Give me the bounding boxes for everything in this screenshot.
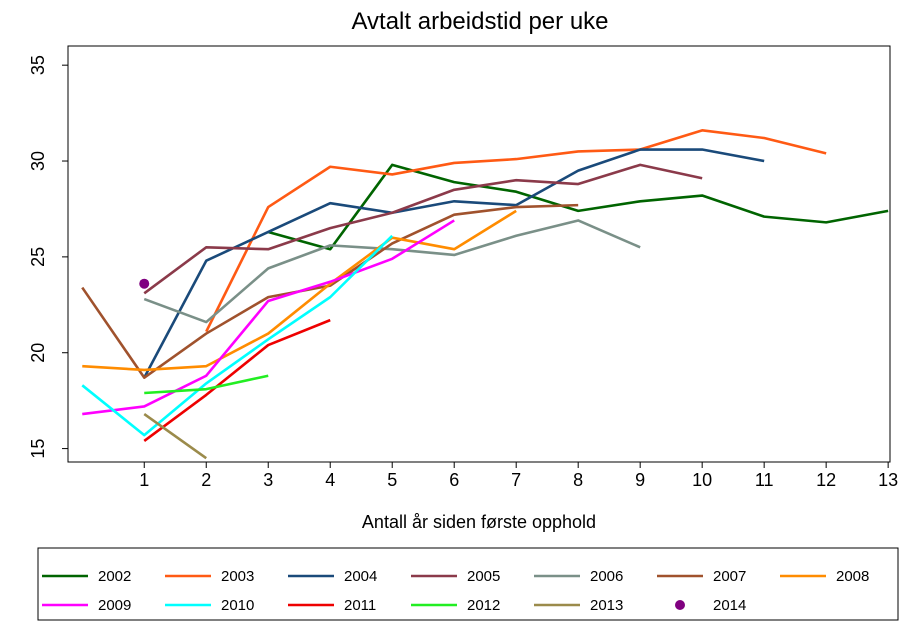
line: [143, 163, 703, 295]
y-tick-label: 20: [28, 343, 48, 363]
line: [144, 374, 269, 395]
legend-label: 2005: [467, 568, 500, 585]
legend-label: 2014: [713, 597, 746, 614]
x-axis-label: Antall år siden første opphold: [362, 512, 596, 532]
legend-label: 2013: [590, 597, 623, 614]
line: [82, 219, 455, 416]
x-tick-label: 8: [573, 470, 583, 490]
line: [143, 413, 207, 460]
line: [143, 148, 765, 379]
legend-label: 2004: [344, 568, 377, 585]
legend-label: 2012: [467, 597, 500, 614]
x-tick-label: 13: [878, 470, 898, 490]
legend-label: 2010: [221, 597, 254, 614]
x-tick-label: 9: [635, 470, 645, 490]
x-tick-label: 7: [511, 470, 521, 490]
legend-label: 2003: [221, 568, 254, 585]
legend-frame: [37, 547, 899, 621]
plot-frame: [67, 45, 891, 463]
legend-marker: [675, 600, 685, 610]
line: [205, 129, 827, 333]
x-tick-label: 10: [692, 470, 712, 490]
legend-label: 2006: [590, 568, 623, 585]
legend-label: 2007: [713, 568, 746, 585]
y-tick-label: 25: [28, 247, 48, 267]
legend-label: 2002: [98, 568, 131, 585]
y-tick-label: 35: [28, 55, 48, 75]
line: [267, 163, 889, 251]
x-tick-label: 1: [139, 470, 149, 490]
legend-label: 2008: [836, 568, 869, 585]
line: [143, 318, 331, 442]
x-tick-label: 6: [449, 470, 459, 490]
point: [139, 278, 150, 289]
x-tick-label: 4: [325, 470, 335, 490]
x-tick-label: 3: [263, 470, 273, 490]
line: [82, 209, 517, 372]
legend-label: 2011: [344, 597, 376, 614]
y-tick-label: 30: [28, 151, 48, 171]
line: [81, 234, 394, 437]
x-tick-label: 5: [387, 470, 397, 490]
line: [81, 203, 579, 379]
legend-label: 2009: [98, 597, 131, 614]
y-tick-label: 15: [28, 439, 48, 459]
x-tick-label: 11: [755, 470, 774, 490]
chart-title: Avtalt arbeidstid per uke: [351, 8, 608, 35]
x-tick-label: 2: [201, 470, 211, 490]
x-tick-label: 12: [816, 470, 836, 490]
line: [143, 219, 641, 324]
